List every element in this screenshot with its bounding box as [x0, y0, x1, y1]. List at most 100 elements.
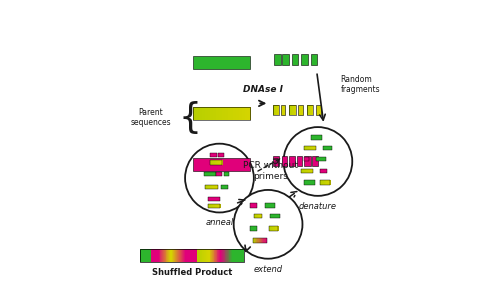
Bar: [309, 168, 310, 173]
Bar: [224, 172, 229, 176]
Bar: [210, 153, 217, 157]
Bar: [255, 214, 256, 218]
Bar: [261, 214, 262, 218]
Bar: [278, 104, 279, 115]
Bar: [211, 204, 212, 208]
Bar: [197, 249, 209, 262]
Bar: [210, 204, 211, 208]
Bar: [296, 156, 302, 166]
Bar: [254, 214, 255, 218]
Bar: [160, 249, 161, 262]
Bar: [227, 249, 228, 262]
Bar: [274, 54, 281, 65]
Text: Parent
sequences: Parent sequences: [130, 108, 171, 127]
Bar: [275, 104, 276, 115]
Bar: [186, 249, 197, 262]
Bar: [207, 185, 209, 189]
Bar: [265, 203, 275, 208]
Bar: [221, 249, 233, 262]
Bar: [276, 104, 277, 115]
Bar: [257, 214, 258, 218]
Bar: [247, 107, 250, 120]
Bar: [208, 107, 211, 120]
Bar: [193, 56, 250, 69]
Bar: [158, 249, 159, 262]
Bar: [211, 249, 212, 262]
Bar: [213, 249, 214, 262]
Bar: [206, 185, 208, 189]
Bar: [294, 104, 295, 115]
Bar: [269, 226, 270, 231]
Bar: [293, 104, 294, 115]
Bar: [215, 249, 216, 262]
Bar: [206, 249, 207, 262]
Bar: [325, 180, 326, 185]
Bar: [275, 104, 276, 115]
Bar: [220, 249, 221, 262]
Bar: [275, 226, 276, 231]
Bar: [305, 146, 306, 150]
Bar: [199, 249, 200, 262]
Bar: [177, 249, 178, 262]
Bar: [205, 107, 208, 120]
Bar: [289, 104, 296, 115]
Bar: [304, 156, 311, 166]
Bar: [311, 168, 312, 173]
Bar: [211, 107, 213, 120]
Bar: [225, 249, 226, 262]
Bar: [304, 146, 316, 150]
Bar: [218, 249, 219, 262]
Bar: [236, 107, 239, 120]
Bar: [272, 226, 273, 231]
Bar: [215, 185, 217, 189]
Bar: [202, 249, 203, 262]
Bar: [233, 249, 245, 262]
Bar: [290, 104, 291, 115]
Bar: [165, 249, 166, 262]
Bar: [265, 238, 266, 243]
Bar: [259, 214, 260, 218]
Bar: [208, 204, 220, 208]
Bar: [301, 168, 313, 173]
Bar: [269, 226, 279, 231]
Bar: [225, 249, 226, 262]
Bar: [218, 204, 219, 208]
Bar: [208, 197, 220, 201]
Bar: [209, 204, 210, 208]
Bar: [160, 249, 162, 262]
Bar: [261, 238, 262, 243]
Bar: [175, 249, 176, 262]
Bar: [221, 185, 228, 189]
Bar: [311, 104, 312, 115]
Bar: [254, 214, 255, 218]
Bar: [221, 249, 222, 262]
Bar: [313, 156, 318, 166]
Bar: [172, 249, 173, 262]
Bar: [213, 204, 214, 208]
Bar: [294, 104, 295, 115]
Bar: [212, 249, 213, 262]
Bar: [309, 104, 310, 115]
Bar: [214, 249, 215, 262]
Bar: [307, 104, 308, 115]
Bar: [256, 214, 257, 218]
Bar: [290, 104, 291, 115]
Bar: [273, 104, 279, 115]
Bar: [224, 249, 225, 262]
Bar: [316, 157, 326, 161]
Bar: [273, 156, 280, 166]
Bar: [289, 156, 295, 166]
Bar: [229, 249, 230, 262]
Bar: [179, 249, 180, 262]
Bar: [320, 180, 321, 185]
Bar: [207, 249, 208, 262]
Bar: [223, 249, 224, 262]
Bar: [221, 160, 222, 164]
Bar: [312, 104, 313, 115]
Bar: [322, 180, 323, 185]
Bar: [308, 104, 309, 115]
Bar: [171, 249, 172, 262]
Bar: [209, 185, 210, 189]
Bar: [220, 160, 221, 164]
Bar: [311, 54, 317, 65]
